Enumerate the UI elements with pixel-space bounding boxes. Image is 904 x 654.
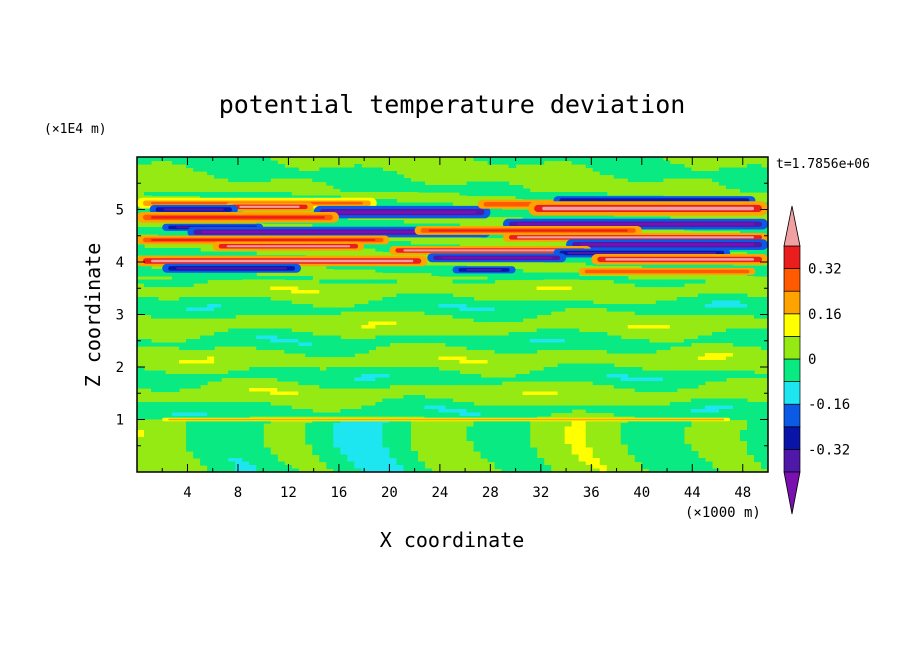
colorbar-label: -0.16	[808, 397, 850, 413]
colorbar-segment	[783, 358, 801, 382]
y-tick-label: 2	[116, 360, 124, 376]
x-tick-label: 48	[734, 485, 751, 501]
x-unit-label: (×1000 m)	[685, 505, 761, 521]
band-core	[466, 269, 502, 271]
band-core	[605, 258, 754, 261]
y-tick-label: 1	[116, 413, 124, 429]
x-tick-label: 8	[234, 485, 242, 501]
y-axis: 1 2 3 4 5	[116, 182, 768, 447]
colorbar-segment	[783, 336, 801, 360]
colorbar-extend-top	[783, 205, 801, 247]
x-tick-label: 36	[583, 485, 600, 501]
chart-title: potential temperature deviation	[219, 90, 686, 119]
colorbar-segment	[783, 403, 801, 428]
colorbar-label: 0.32	[808, 262, 842, 278]
band-core	[201, 230, 477, 234]
x-axis: 4 8 12 16 20 24 28 32 36 40 44 48	[161, 157, 751, 501]
x-tick-label: 24	[431, 485, 448, 501]
y-tick-label: 5	[116, 203, 124, 219]
band-core	[151, 259, 414, 263]
colorbar-extend-bottom	[783, 471, 801, 515]
band-core	[592, 270, 742, 273]
band-core	[151, 216, 325, 219]
colorbar-segment	[783, 381, 801, 405]
band-core	[327, 210, 477, 214]
band-core	[517, 236, 754, 239]
x-tick-label: 4	[183, 485, 191, 501]
band-core	[441, 256, 553, 259]
y-tick-label: 3	[116, 308, 124, 324]
band-core	[226, 245, 351, 248]
x-tick-label: 20	[381, 485, 398, 501]
x-tick-label: 40	[633, 485, 650, 501]
y-unit-label: (×1E4 m)	[44, 122, 107, 137]
colorbar: 0.32 0.16 0 -0.16 -0.32	[783, 205, 850, 515]
plot-area	[137, 157, 768, 472]
colorbar-segment	[783, 245, 801, 269]
band-core	[163, 208, 224, 211]
colorbar-label: -0.32	[808, 442, 850, 458]
x-axis-label: X coordinate	[380, 528, 525, 552]
band-core	[542, 206, 754, 211]
x-tick-label: 28	[482, 485, 499, 501]
band-core	[567, 199, 742, 202]
time-label: t=1.7856e+06	[776, 157, 870, 172]
band-core	[239, 205, 300, 208]
band-core	[567, 252, 717, 255]
colorbar-segment	[783, 268, 801, 292]
x-tick-label: 32	[532, 485, 549, 501]
x-tick-label: 16	[330, 485, 347, 501]
x-tick-label: 44	[684, 485, 701, 501]
band-core	[176, 419, 717, 420]
band-core	[176, 267, 287, 270]
y-axis-label: Z coordinate	[81, 243, 105, 388]
colorbar-segment	[783, 313, 801, 337]
band-core	[151, 238, 376, 241]
x-tick-label: 12	[280, 485, 297, 501]
colorbar-label: 0	[808, 352, 816, 368]
colorbar-segment	[783, 449, 801, 473]
colorbar-label: 0.16	[808, 307, 842, 323]
contour-bands	[137, 196, 768, 422]
colorbar-segment	[783, 290, 801, 315]
band-core	[517, 222, 754, 226]
band-core	[403, 249, 578, 252]
y-tick-label: 4	[116, 255, 124, 271]
colorbar-segment	[783, 426, 801, 450]
band-core	[580, 243, 754, 246]
band-core	[428, 229, 628, 232]
